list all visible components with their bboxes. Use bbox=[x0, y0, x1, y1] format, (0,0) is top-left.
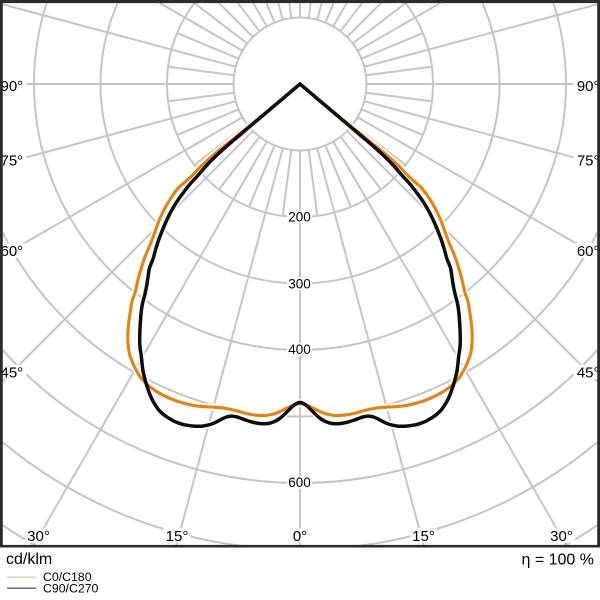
svg-text:60°: 60° bbox=[577, 243, 600, 260]
svg-text:C0/C180: C0/C180 bbox=[43, 570, 92, 584]
svg-text:300: 300 bbox=[288, 276, 311, 291]
svg-text:60°: 60° bbox=[1, 243, 24, 260]
svg-text:0°: 0° bbox=[293, 528, 307, 545]
svg-text:15°: 15° bbox=[412, 528, 435, 545]
svg-text:C90/C270: C90/C270 bbox=[43, 581, 99, 595]
svg-text:η = 100 %: η = 100 % bbox=[522, 552, 595, 569]
svg-text:600: 600 bbox=[288, 475, 311, 490]
svg-text:15°: 15° bbox=[166, 528, 189, 545]
svg-text:90°: 90° bbox=[577, 78, 600, 95]
svg-text:30°: 30° bbox=[27, 528, 50, 545]
svg-text:45°: 45° bbox=[577, 364, 600, 381]
svg-text:30°: 30° bbox=[550, 528, 573, 545]
svg-text:45°: 45° bbox=[1, 364, 24, 381]
svg-text:75°: 75° bbox=[577, 152, 600, 169]
svg-text:400: 400 bbox=[288, 342, 311, 357]
svg-text:75°: 75° bbox=[1, 152, 24, 169]
svg-text:cd/klm: cd/klm bbox=[6, 551, 52, 568]
svg-text:90°: 90° bbox=[1, 78, 24, 95]
svg-text:200: 200 bbox=[288, 209, 311, 224]
